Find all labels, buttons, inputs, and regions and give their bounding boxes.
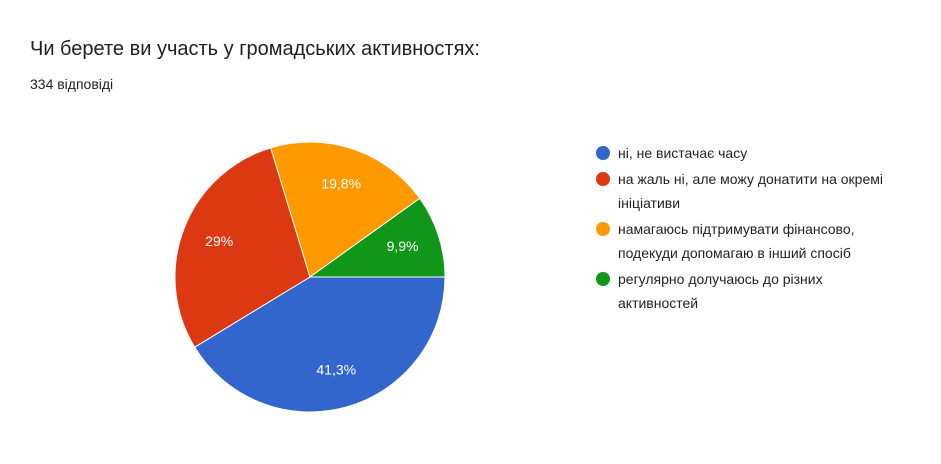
pie-slice [174, 147, 311, 348]
slice-label: 41,3% [316, 361, 356, 377]
legend-label: ні, не вистачає часу [618, 145, 748, 161]
legend-label: на жаль ні, але можу донатити на окремі … [618, 171, 883, 211]
legend-swatch [596, 146, 610, 160]
chart-subtitle: 334 відповіді [30, 76, 114, 92]
legend: ні, не вистачає часу на жаль ні, але можу… [596, 141, 886, 317]
chart-title: Чи берете ви участь у громадських активн… [30, 38, 480, 60]
legend-swatch [596, 172, 610, 186]
slice-label: 19,8% [321, 176, 361, 192]
legend-label: регулярно долучаюсь до різних активносте… [618, 271, 823, 311]
legend-swatch [596, 272, 610, 286]
pie-slice [193, 276, 446, 413]
legend-item: на жаль ні, але можу донатити на окремі … [596, 167, 886, 215]
pie-slice [308, 197, 446, 278]
slice-label: 29% [205, 233, 233, 249]
legend-label: намагаюсь підтримувати фінансово, подеку… [618, 221, 855, 261]
legend-item: намагаюсь підтримувати фінансово, подеку… [596, 217, 886, 265]
pie-slice [270, 141, 421, 278]
legend-item: регулярно долучаюсь до різних активносте… [596, 267, 886, 315]
chart: 41,3% 29% 19,8% 9,9% [174, 141, 446, 413]
legend-swatch [596, 222, 610, 236]
slice-label: 9,9% [387, 238, 419, 254]
legend-item: ні, не вистачає часу [596, 141, 886, 165]
